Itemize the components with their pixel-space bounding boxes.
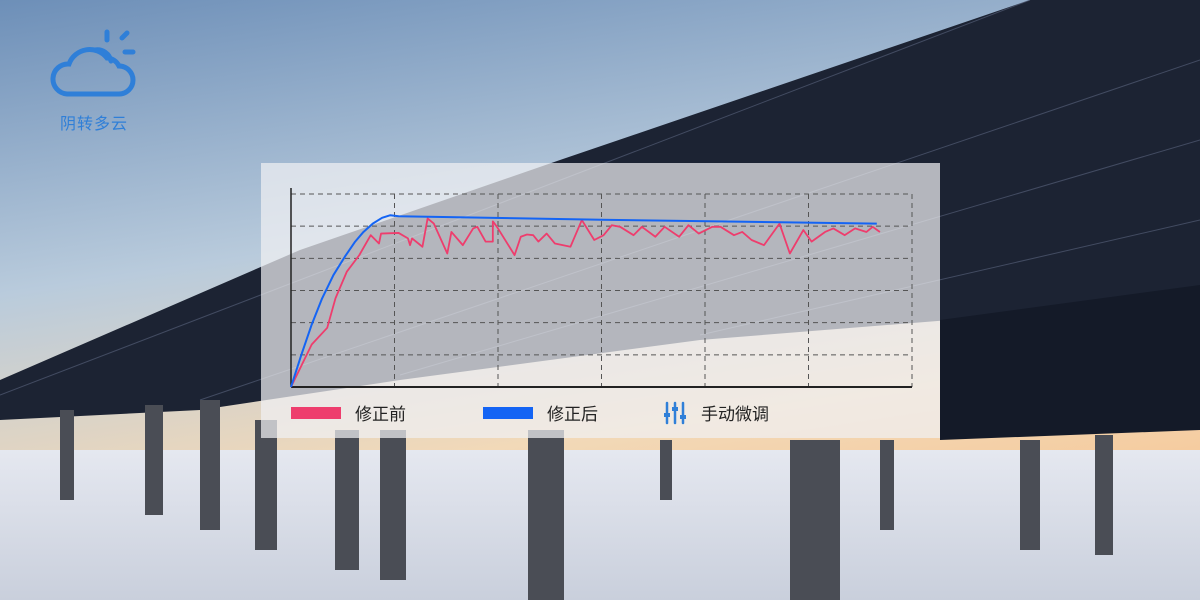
sliders-icon — [664, 401, 686, 424]
line-chart — [290, 188, 913, 388]
weather-label: 阴转多云 — [59, 114, 128, 133]
legend-label-before: 修正前 — [355, 405, 406, 425]
series-line-after — [290, 214, 877, 388]
cloud-sun-icon — [50, 29, 136, 97]
legend-label-after: 修正后 — [547, 405, 598, 425]
chart-panel: 修正前 修正后 手动微调 — [261, 163, 940, 438]
legend-item-after[interactable]: 修正后 — [483, 400, 598, 425]
legend-item-before[interactable]: 修正前 — [291, 400, 406, 425]
manual-adjust-label: 手动微调 — [701, 405, 769, 425]
legend-swatch-before — [291, 406, 341, 419]
legend-swatch-after — [483, 406, 533, 419]
weather-widget: 阴转多云 — [46, 28, 142, 134]
manual-adjust-button[interactable]: 手动微调 — [663, 400, 769, 425]
series-line-before — [290, 217, 881, 388]
